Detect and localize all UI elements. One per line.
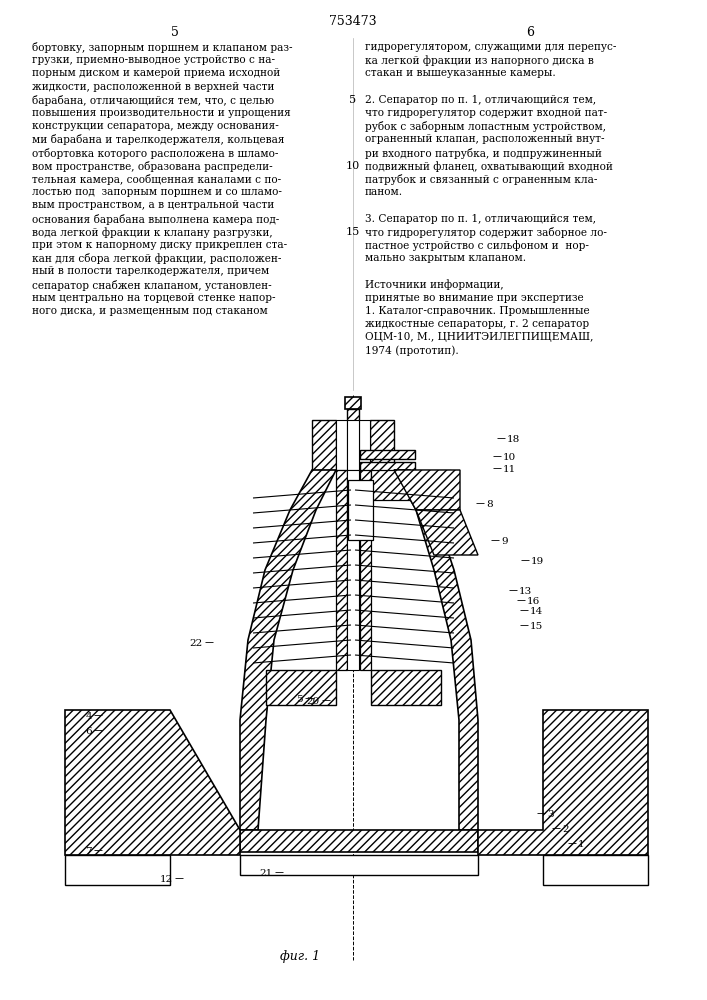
Text: фиг. 1: фиг. 1: [280, 950, 320, 963]
Text: 5: 5: [171, 26, 179, 39]
Polygon shape: [543, 855, 648, 885]
Text: ограненный клапан, расположенный внут-: ограненный клапан, расположенный внут-: [365, 134, 604, 144]
Polygon shape: [394, 470, 478, 830]
Text: основания барабана выполнена камера под-: основания барабана выполнена камера под-: [32, 214, 279, 225]
Text: 3: 3: [547, 810, 554, 819]
Polygon shape: [65, 710, 240, 855]
Polygon shape: [312, 420, 336, 470]
Text: вым пространством, а в центральной части: вым пространством, а в центральной части: [32, 200, 274, 210]
Polygon shape: [347, 409, 359, 437]
Text: 11: 11: [503, 465, 516, 474]
Text: вода легкой фракции к клапану разгрузки,: вода легкой фракции к клапану разгрузки,: [32, 227, 273, 238]
Polygon shape: [345, 397, 361, 409]
Text: 7: 7: [86, 847, 92, 856]
Text: ным центрально на торцевой стенке напор-: ным центрально на торцевой стенке напор-: [32, 293, 276, 303]
Text: 1974 (прототип).: 1974 (прототип).: [365, 346, 459, 356]
Text: 9: 9: [501, 537, 508, 546]
Polygon shape: [371, 670, 441, 705]
Text: стакан и вышеуказанные камеры.: стакан и вышеуказанные камеры.: [365, 68, 556, 78]
Polygon shape: [347, 470, 359, 670]
Polygon shape: [266, 670, 336, 705]
Text: принятые во внимание при экспертизе: принятые во внимание при экспертизе: [365, 293, 583, 303]
Text: 15: 15: [346, 227, 360, 237]
Text: 10: 10: [503, 453, 516, 462]
Polygon shape: [360, 470, 371, 670]
Polygon shape: [336, 470, 347, 670]
Polygon shape: [360, 450, 415, 459]
Text: пастное устройство с сильфоном и  нор-: пастное устройство с сильфоном и нор-: [365, 240, 589, 251]
Text: что гидрорегулятор содержит входной пат-: что гидрорегулятор содержит входной пат-: [365, 108, 607, 118]
Text: мально закрытым клапаном.: мально закрытым клапаном.: [365, 253, 526, 263]
Text: 753473: 753473: [329, 15, 377, 28]
Text: 4: 4: [86, 712, 92, 721]
Text: ка легкой фракции из напорного диска в: ка легкой фракции из напорного диска в: [365, 55, 594, 66]
Text: 1: 1: [578, 840, 585, 849]
Text: патрубок и связанный с ограненным кла-: патрубок и связанный с ограненным кла-: [365, 174, 597, 185]
Text: ОЦМ-10, М., ЦНИИТЭИЛЕГПИЩЕМАШ,: ОЦМ-10, М., ЦНИИТЭИЛЕГПИЩЕМАШ,: [365, 332, 593, 342]
Text: подвижный фланец, охватывающий входной: подвижный фланец, охватывающий входной: [365, 161, 613, 172]
Text: 16: 16: [527, 597, 540, 606]
Polygon shape: [240, 855, 478, 875]
Text: барабана, отличающийся тем, что, с целью: барабана, отличающийся тем, что, с целью: [32, 95, 274, 106]
Text: ного диска, и размещенным под стаканом: ного диска, и размещенным под стаканом: [32, 306, 268, 316]
Text: 18: 18: [507, 435, 520, 444]
Text: 5: 5: [349, 95, 356, 105]
Text: повышения производительности и упрощения: повышения производительности и упрощения: [32, 108, 291, 118]
Text: 3. Сепаратор по п. 1, отличающийся тем,: 3. Сепаратор по п. 1, отличающийся тем,: [365, 214, 596, 224]
Text: 2. Сепаратор по п. 1, отличающийся тем,: 2. Сепаратор по п. 1, отличающийся тем,: [365, 95, 596, 105]
Text: кан для сбора легкой фракции, расположен-: кан для сбора легкой фракции, расположен…: [32, 253, 281, 264]
Text: что гидрорегулятор содержит заборное ло-: что гидрорегулятор содержит заборное ло-: [365, 227, 607, 238]
Text: 2: 2: [562, 825, 568, 834]
Polygon shape: [371, 470, 451, 500]
Text: 6: 6: [86, 727, 92, 736]
Text: 21: 21: [259, 869, 273, 878]
Text: 19: 19: [531, 557, 544, 566]
Text: жидкостные сепараторы, г. 2 сепаратор: жидкостные сепараторы, г. 2 сепаратор: [365, 319, 589, 329]
Text: 14: 14: [530, 607, 543, 616]
Polygon shape: [360, 462, 415, 471]
Polygon shape: [478, 710, 648, 855]
Text: при этом к напорному диску прикреплен ста-: при этом к напорному диску прикреплен ст…: [32, 240, 287, 250]
Text: жидкости, расположенной в верхней части: жидкости, расположенной в верхней части: [32, 82, 274, 92]
Text: 6: 6: [526, 26, 534, 39]
Polygon shape: [65, 855, 170, 885]
Text: 1. Каталог-справочник. Промышленные: 1. Каталог-справочник. Промышленные: [365, 306, 590, 316]
Polygon shape: [416, 510, 478, 555]
Text: паном.: паном.: [365, 187, 403, 197]
Text: бортовку, запорным поршнем и клапаном раз-: бортовку, запорным поршнем и клапаном ра…: [32, 42, 293, 53]
Text: конструкции сепаратора, между основания-: конструкции сепаратора, между основания-: [32, 121, 279, 131]
Text: вом пространстве, образована распредели-: вом пространстве, образована распредели-: [32, 161, 273, 172]
Text: отбортовка которого расположена в шламо-: отбортовка которого расположена в шламо-: [32, 148, 279, 159]
Text: 13: 13: [519, 587, 532, 596]
Text: грузки, приемно-выводное устройство с на-: грузки, приемно-выводное устройство с на…: [32, 55, 275, 65]
Text: 5: 5: [296, 695, 303, 704]
Polygon shape: [394, 470, 460, 510]
Text: гидрорегулятором, служащими для перепус-: гидрорегулятором, служащими для перепус-: [365, 42, 617, 52]
Polygon shape: [240, 830, 478, 852]
Text: порным диском и камерой приема исходной: порным диском и камерой приема исходной: [32, 68, 280, 78]
Text: 22: 22: [189, 639, 203, 648]
Text: тельная камера, сообщенная каналами с по-: тельная камера, сообщенная каналами с по…: [32, 174, 281, 185]
Polygon shape: [347, 420, 359, 470]
Polygon shape: [359, 420, 370, 470]
Polygon shape: [240, 470, 336, 830]
Text: 12: 12: [160, 875, 173, 884]
Text: сепаратор снабжен клапаном, установлен-: сепаратор снабжен клапаном, установлен-: [32, 280, 271, 291]
Text: 20: 20: [307, 697, 320, 706]
Polygon shape: [348, 480, 373, 540]
Polygon shape: [370, 420, 394, 470]
Text: рубок с заборным лопастным устройством,: рубок с заборным лопастным устройством,: [365, 121, 606, 132]
Text: ми барабана и тарелкодержателя, кольцевая: ми барабана и тарелкодержателя, кольцева…: [32, 134, 284, 145]
Text: 8: 8: [486, 500, 493, 509]
Text: 15: 15: [530, 622, 543, 631]
Polygon shape: [336, 420, 347, 470]
Text: 10: 10: [346, 161, 360, 171]
Text: лостью под  запорным поршнем и со шламо-: лостью под запорным поршнем и со шламо-: [32, 187, 282, 197]
Text: ный в полости тарелкодержателя, причем: ный в полости тарелкодержателя, причем: [32, 266, 269, 276]
Text: ри входного патрубка, и подпружиненный: ри входного патрубка, и подпружиненный: [365, 148, 602, 159]
Text: Источники информации,: Источники информации,: [365, 280, 503, 290]
